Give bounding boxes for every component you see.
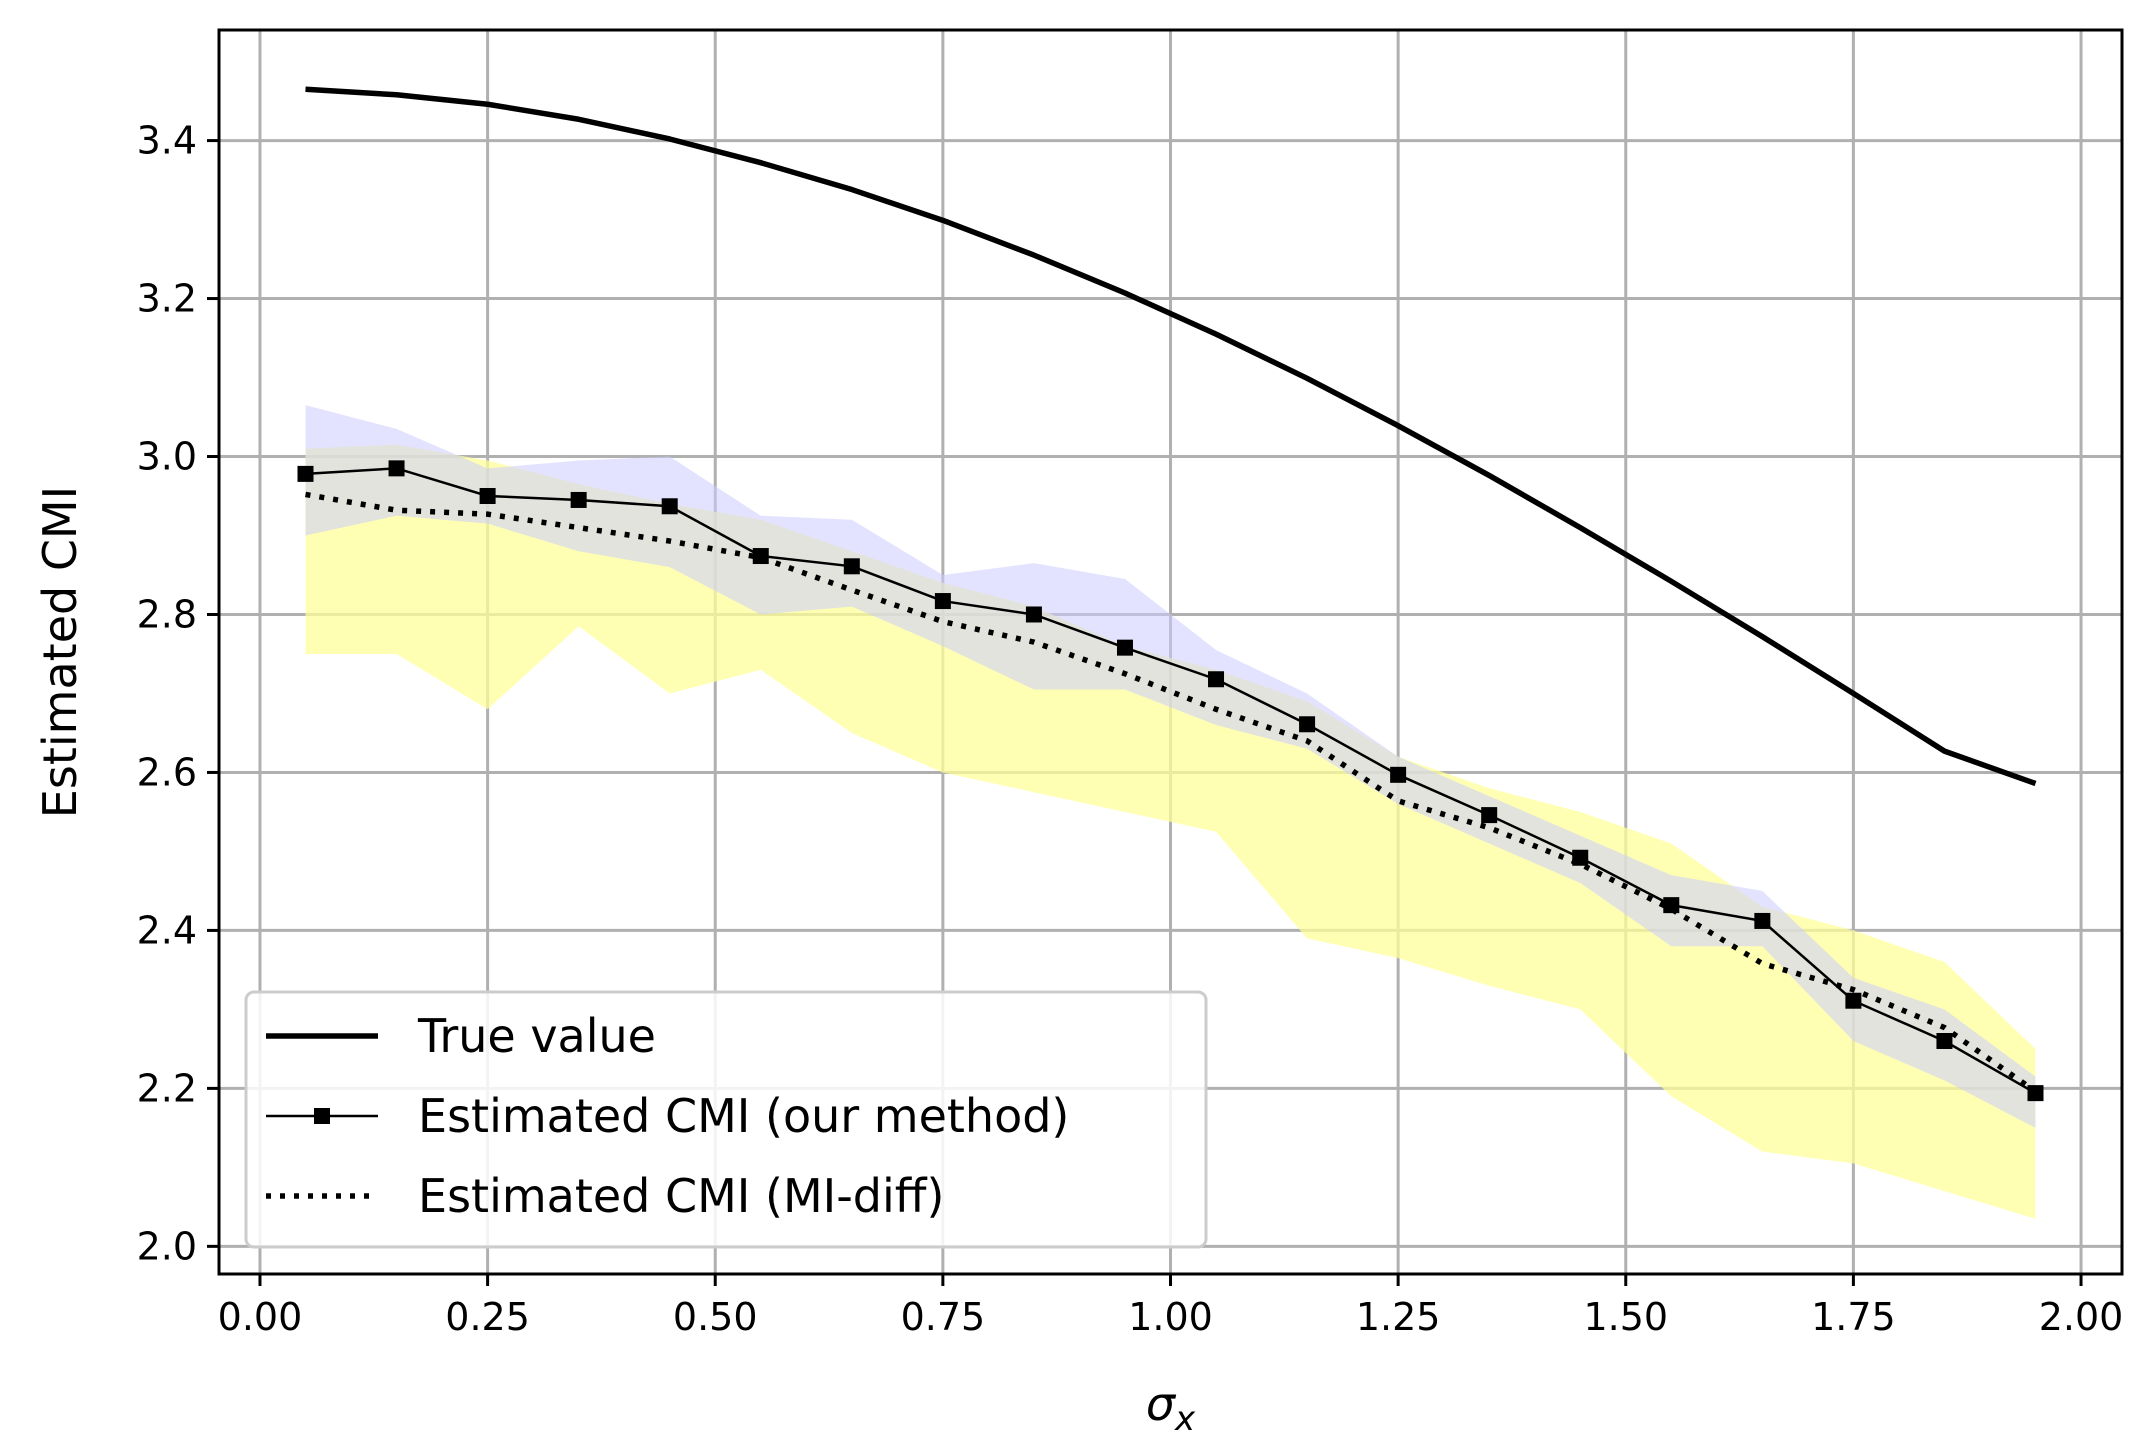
- our-method-marker: [1936, 1032, 1953, 1049]
- our-method-marker: [1754, 912, 1771, 929]
- our-method-marker: [1390, 766, 1407, 783]
- our-method-marker: [1116, 639, 1133, 656]
- series-lines: [297, 86, 2044, 1102]
- our-method-marker: [479, 488, 496, 505]
- x-axis-label-symbol: σ: [1146, 1377, 1177, 1431]
- y-axis-label: Estimated CMI: [33, 486, 87, 818]
- x-tick-label: 1.00: [1128, 1295, 1213, 1339]
- true-value-line: [305, 86, 2037, 787]
- x-tick-label: 1.50: [1583, 1295, 1668, 1339]
- y-tick-label: 2.0: [137, 1224, 197, 1268]
- our-method-marker: [1845, 992, 1862, 1009]
- our-method-marker: [1481, 807, 1498, 824]
- legend-label: Estimated CMI (our method): [418, 1089, 1069, 1143]
- mi-diff-confidence-band: [305, 444, 2036, 1219]
- our-method-marker: [843, 558, 860, 575]
- y-tick-label: 3.4: [137, 119, 197, 163]
- our-method-marker: [570, 491, 587, 508]
- legend-label: True value: [417, 1009, 656, 1063]
- x-tick-label: 0.50: [673, 1295, 758, 1339]
- our-method-marker: [1025, 606, 1042, 623]
- y-tick-label: 2.6: [137, 750, 197, 794]
- y-tick-label: 2.4: [137, 908, 197, 952]
- our-method-marker: [661, 498, 678, 515]
- y-tick-label: 2.2: [137, 1066, 197, 1110]
- our-method-marker: [1299, 716, 1316, 733]
- x-tick-label: 0.75: [901, 1295, 986, 1339]
- y-tick-label: 2.8: [137, 592, 197, 636]
- legend-label: Estimated CMI (MI-diff): [418, 1169, 944, 1223]
- x-tick-label: 1.25: [1356, 1295, 1441, 1339]
- x-tick-label: 2.00: [2039, 1295, 2124, 1339]
- legend-swatch-our-method-marker: [314, 1108, 330, 1124]
- legend-box: [244, 990, 1208, 1249]
- our-method-marker: [934, 593, 951, 610]
- our-method-confidence-band: [305, 405, 2036, 1128]
- confidence-bands: [305, 405, 2036, 1219]
- our-method-marker: [1208, 671, 1225, 688]
- our-method-marker: [297, 465, 314, 482]
- legend: True value Estimated CMI (our method) Esti…: [244, 990, 1208, 1249]
- y-tick-label: 3.2: [137, 277, 197, 321]
- x-axis-label-subscript: x: [1174, 1399, 1196, 1439]
- x-tick-label: 1.75: [1811, 1295, 1896, 1339]
- our-method-marker: [752, 548, 769, 565]
- our-method-line: [305, 467, 2037, 1095]
- x-tick-label: 0.00: [218, 1295, 303, 1339]
- our-method-marker: [2027, 1085, 2044, 1102]
- our-method-marker: [1572, 849, 1589, 866]
- our-method-marker: [1663, 897, 1680, 914]
- axis-ticks: 0.00 0.25 0.50 0.75 1.00 1.25 1.50 1.75 2.00 2.0 2…: [137, 119, 2124, 1339]
- mi-diff-line: [305, 491, 2038, 1094]
- x-axis-label: σx: [1146, 1377, 1196, 1439]
- y-tick-label: 3.0: [137, 435, 197, 479]
- x-tick-label: 0.25: [445, 1295, 530, 1339]
- our-method-marker: [388, 460, 405, 477]
